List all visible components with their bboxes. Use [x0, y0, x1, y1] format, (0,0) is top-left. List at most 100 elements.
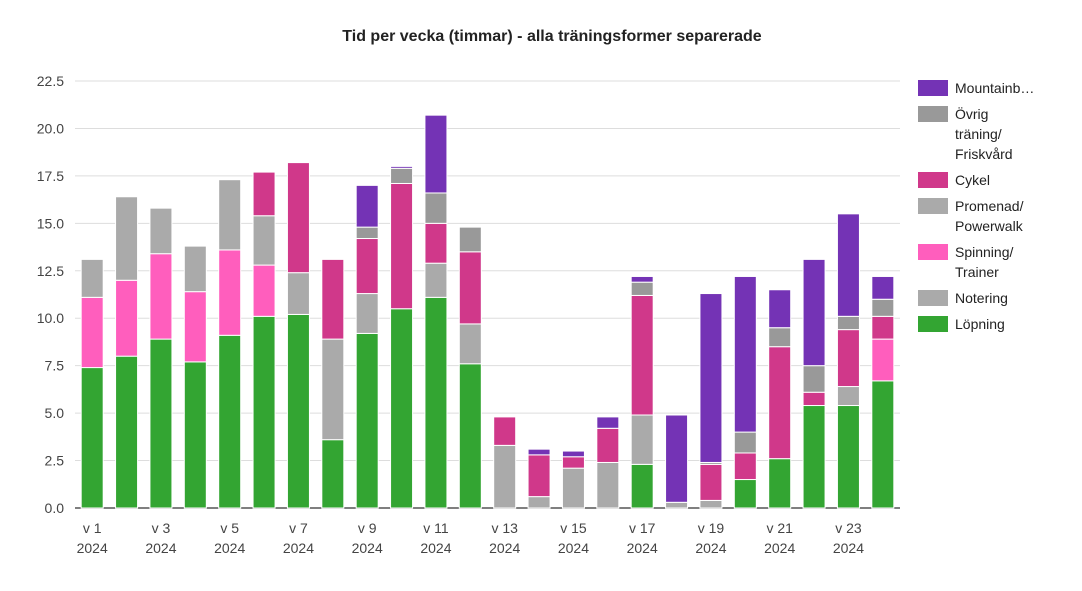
bar-segment[interactable]	[596, 461, 620, 509]
bar-segment[interactable]	[630, 463, 654, 509]
bar-segment[interactable]	[252, 315, 276, 509]
legend-item[interactable]: Löpning	[918, 316, 1005, 332]
bar-segment[interactable]	[733, 452, 757, 481]
bar-segment[interactable]	[836, 386, 860, 407]
bar-segment[interactable]	[871, 380, 895, 509]
bar-segment[interactable]	[630, 275, 654, 283]
bar-segment[interactable]	[527, 448, 551, 456]
bar-segment[interactable]	[115, 196, 139, 281]
bar-segment[interactable]	[424, 262, 448, 298]
bar-segment[interactable]	[561, 450, 585, 458]
bar-segment[interactable]	[699, 499, 723, 509]
bar-segment[interactable]	[802, 365, 826, 393]
bar-segment[interactable]	[218, 179, 242, 251]
bar-segment[interactable]	[802, 391, 826, 407]
bar-segment[interactable]	[355, 184, 379, 228]
y-tick-label: 20.0	[37, 120, 64, 136]
bar-segment[interactable]	[286, 162, 310, 274]
bar-segment[interactable]	[183, 245, 207, 293]
bar-segment[interactable]	[390, 165, 414, 169]
bar-segment[interactable]	[630, 281, 654, 296]
bar-segment[interactable]	[836, 329, 860, 388]
bar-segment[interactable]	[802, 405, 826, 509]
bar-segment[interactable]	[424, 114, 448, 194]
bar-segment[interactable]	[390, 167, 414, 184]
bar-segment[interactable]	[321, 258, 345, 340]
bar-segment[interactable]	[252, 171, 276, 217]
bar-segment[interactable]	[596, 416, 620, 429]
bar-segment[interactable]	[768, 458, 792, 509]
bar-segment[interactable]	[321, 439, 345, 509]
bar-segment[interactable]	[527, 454, 551, 498]
bar-segment[interactable]	[286, 313, 310, 509]
bar-segment[interactable]	[699, 463, 723, 501]
bar-segment[interactable]	[80, 296, 104, 369]
bar-segment[interactable]	[355, 226, 379, 240]
legend-item[interactable]: Notering	[918, 290, 1008, 306]
bar-segment[interactable]	[733, 275, 757, 433]
bar-segment[interactable]	[286, 272, 310, 315]
bar-segment[interactable]	[390, 308, 414, 509]
bar-segment[interactable]	[561, 456, 585, 469]
bar-segment[interactable]	[596, 427, 620, 463]
bar-segment[interactable]	[390, 182, 414, 310]
bar-segment[interactable]	[355, 238, 379, 295]
bar-segment[interactable]	[149, 253, 173, 340]
bar-segment[interactable]	[871, 298, 895, 317]
legend-label: Spinning/	[955, 244, 1013, 260]
bar-segment[interactable]	[218, 334, 242, 509]
bar-segment[interactable]	[665, 501, 689, 509]
bar-segment[interactable]	[768, 289, 792, 329]
bar-segment[interactable]	[183, 291, 207, 363]
legend-item[interactable]: Promenad/Powerwalk	[918, 198, 1024, 234]
bar-segment[interactable]	[424, 296, 448, 509]
bar-segment[interactable]	[493, 416, 517, 446]
bar-segment[interactable]	[871, 315, 895, 340]
legend-swatch	[918, 106, 948, 122]
bar-segment[interactable]	[458, 226, 482, 253]
bar-segment[interactable]	[252, 215, 276, 266]
bar-segment[interactable]	[665, 414, 689, 503]
bar-segment[interactable]	[149, 338, 173, 509]
bar-segment[interactable]	[149, 207, 173, 255]
bar-segment[interactable]	[836, 315, 860, 331]
bar-segment[interactable]	[458, 363, 482, 509]
x-tick-label-week: v 13	[491, 520, 518, 536]
bar-segment[interactable]	[115, 279, 139, 357]
bar-segment[interactable]	[871, 275, 895, 300]
bar-segment[interactable]	[768, 327, 792, 348]
bar-segment[interactable]	[768, 346, 792, 460]
bar-segment[interactable]	[871, 338, 895, 382]
bar-segment[interactable]	[802, 258, 826, 367]
bar-segment[interactable]	[733, 431, 757, 454]
bar-segment[interactable]	[424, 222, 448, 264]
bar-segment[interactable]	[733, 479, 757, 509]
bar-segment[interactable]	[424, 192, 448, 224]
bar-segment[interactable]	[80, 367, 104, 509]
legend-item[interactable]: Mountainb…	[918, 80, 1034, 96]
bar-segment[interactable]	[458, 323, 482, 365]
bar-segment[interactable]	[493, 444, 517, 509]
y-axis-ticks: 0.0 2.5 5.0 7.5 10.0 12.5 15.0 17.5 20.0 22.5	[37, 73, 64, 516]
legend-item[interactable]: Cykel	[918, 172, 990, 188]
bar-segment[interactable]	[699, 293, 723, 463]
bar-segment[interactable]	[321, 338, 345, 441]
bar-segment[interactable]	[630, 294, 654, 416]
bar-segment[interactable]	[836, 213, 860, 317]
bar-segment[interactable]	[252, 264, 276, 317]
bar-segment[interactable]	[836, 405, 860, 509]
bar-segment[interactable]	[527, 496, 551, 509]
bar-segment[interactable]	[561, 467, 585, 509]
bar-segment[interactable]	[80, 258, 104, 298]
bar-segment[interactable]	[115, 355, 139, 509]
x-tick-label-week: v 7	[289, 520, 308, 536]
bar-segment[interactable]	[355, 293, 379, 334]
bar-segment[interactable]	[355, 332, 379, 509]
bar-segment[interactable]	[458, 251, 482, 325]
legend-item[interactable]: Övrig träning/Friskvård	[918, 105, 1013, 162]
bar-segment[interactable]	[630, 414, 654, 465]
bar-segment[interactable]	[218, 249, 242, 336]
legend-item[interactable]: Spinning/Trainer	[918, 244, 1013, 280]
bar-segment[interactable]	[183, 361, 207, 509]
legend-label: Övrig	[955, 105, 988, 122]
